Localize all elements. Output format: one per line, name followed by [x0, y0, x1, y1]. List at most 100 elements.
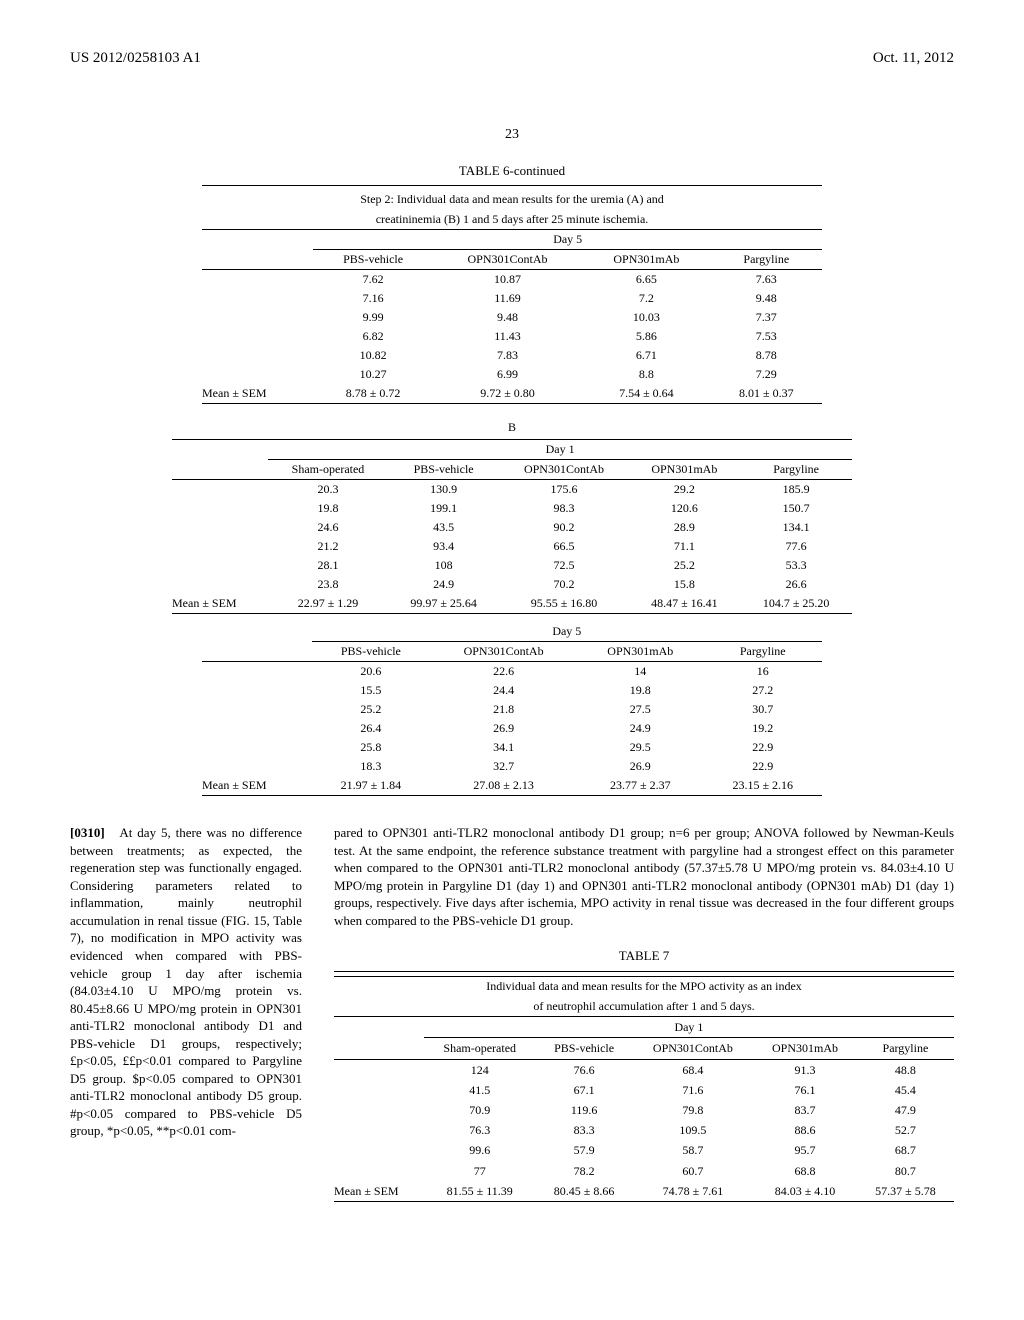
cell: 134.1	[740, 518, 852, 537]
day5-label: Day 5	[313, 230, 822, 250]
cell: 47.9	[857, 1100, 954, 1120]
cell: 7.83	[433, 346, 582, 365]
cell: 72.5	[499, 556, 628, 575]
cell: 7.16	[313, 289, 432, 308]
cell: 19.8	[577, 681, 703, 700]
cell: 48.8	[857, 1059, 954, 1080]
page-number: 23	[70, 127, 954, 143]
cell: 99.6	[424, 1140, 536, 1160]
cell: 24.6	[268, 518, 388, 537]
cell: 27.5	[577, 700, 703, 719]
cell: 6.71	[582, 346, 710, 365]
table6-title: TABLE 6-continued	[70, 163, 954, 179]
cell: 26.9	[577, 757, 703, 776]
cell: 68.8	[753, 1161, 857, 1181]
cell: 98.3	[499, 499, 628, 518]
cell: 25.2	[312, 700, 430, 719]
cell: 58.7	[633, 1140, 754, 1160]
left-column: [0310] At day 5, there was no difference…	[70, 824, 302, 1202]
cell: 29.5	[577, 738, 703, 757]
b-day1-label: Day 1	[268, 440, 852, 460]
cell: 88.6	[753, 1120, 857, 1140]
cell: 91.3	[753, 1059, 857, 1080]
cell: 90.2	[499, 518, 628, 537]
para-right: pared to OPN301 anti-TLR2 monoclonal ant…	[334, 825, 954, 928]
para-number: [0310]	[70, 825, 105, 840]
cell: 93.4	[388, 537, 500, 556]
cell: 45.4	[857, 1080, 954, 1100]
cell: 20.6	[312, 662, 430, 682]
cell: 11.43	[433, 327, 582, 346]
col-pbs: PBS-vehicle	[313, 250, 432, 270]
cell: 52.7	[857, 1120, 954, 1140]
cell: 21.2	[268, 537, 388, 556]
table6-b-day1: Day 1 Sham-operated PBS-vehicle OPN301Co…	[172, 439, 852, 614]
cell: 8.8	[582, 365, 710, 384]
cell: 19.2	[704, 719, 822, 738]
cell: 95.7	[753, 1140, 857, 1160]
table6-b2-rows: 20.622.6141615.524.419.827.225.221.827.5…	[202, 662, 822, 777]
cell: 124	[424, 1059, 536, 1080]
body-text: [0310] At day 5, there was no difference…	[70, 824, 954, 1202]
table7: Individual data and mean results for the…	[334, 971, 954, 1202]
table7-rows: 12476.668.491.348.841.567.171.676.145.47…	[334, 1059, 954, 1181]
col-contab: OPN301ContAb	[433, 250, 582, 270]
cell: 6.65	[582, 270, 710, 290]
cell: 77	[424, 1161, 536, 1181]
cell: 16	[704, 662, 822, 682]
cell: 76.1	[753, 1080, 857, 1100]
right-column: pared to OPN301 anti-TLR2 monoclonal ant…	[334, 824, 954, 1202]
cell: 108	[388, 556, 500, 575]
cell: 20.3	[268, 480, 388, 500]
cell: 41.5	[424, 1080, 536, 1100]
cell: 29.2	[629, 480, 741, 500]
cell: 119.6	[536, 1100, 633, 1120]
cell: 76.6	[536, 1059, 633, 1080]
cell: 7.29	[711, 365, 822, 384]
cell: 26.9	[430, 719, 577, 738]
table6-b1-rows: 20.3130.9175.629.2185.919.8199.198.3120.…	[172, 480, 852, 595]
cell: 18.3	[312, 757, 430, 776]
cell: 7.2	[582, 289, 710, 308]
cell: 10.87	[433, 270, 582, 290]
cell: 15.5	[312, 681, 430, 700]
cell: 15.8	[629, 575, 741, 594]
cell: 25.8	[312, 738, 430, 757]
cell: 10.27	[313, 365, 432, 384]
cell: 22.9	[704, 757, 822, 776]
cell: 34.1	[430, 738, 577, 757]
cell: 70.9	[424, 1100, 536, 1120]
cell: 175.6	[499, 480, 628, 500]
section-b-label: B	[70, 416, 954, 439]
cell: 11.69	[433, 289, 582, 308]
cell: 9.48	[433, 308, 582, 327]
cell: 70.2	[499, 575, 628, 594]
cell: 6.99	[433, 365, 582, 384]
cell: 23.8	[268, 575, 388, 594]
cell: 9.48	[711, 289, 822, 308]
cell: 83.3	[536, 1120, 633, 1140]
cell: 60.7	[633, 1161, 754, 1181]
cell: 24.9	[577, 719, 703, 738]
page-header: US 2012/0258103 A1 Oct. 11, 2012	[70, 50, 954, 67]
cell: 27.2	[704, 681, 822, 700]
cell: 76.3	[424, 1120, 536, 1140]
cell: 7.62	[313, 270, 432, 290]
table6-a-day5: Step 2: Individual data and mean results…	[202, 185, 822, 404]
cell: 24.4	[430, 681, 577, 700]
cell: 22.9	[704, 738, 822, 757]
cell: 10.82	[313, 346, 432, 365]
cell: 10.03	[582, 308, 710, 327]
cell: 25.2	[629, 556, 741, 575]
cell: 78.2	[536, 1161, 633, 1181]
col-parg: Pargyline	[711, 250, 822, 270]
cell: 120.6	[629, 499, 741, 518]
cell: 43.5	[388, 518, 500, 537]
publication-number: US 2012/0258103 A1	[70, 50, 201, 67]
cell: 7.53	[711, 327, 822, 346]
publication-date: Oct. 11, 2012	[873, 50, 954, 67]
cell: 71.6	[633, 1080, 754, 1100]
table7-title: TABLE 7	[334, 947, 954, 965]
cell: 77.6	[740, 537, 852, 556]
cell: 68.4	[633, 1059, 754, 1080]
